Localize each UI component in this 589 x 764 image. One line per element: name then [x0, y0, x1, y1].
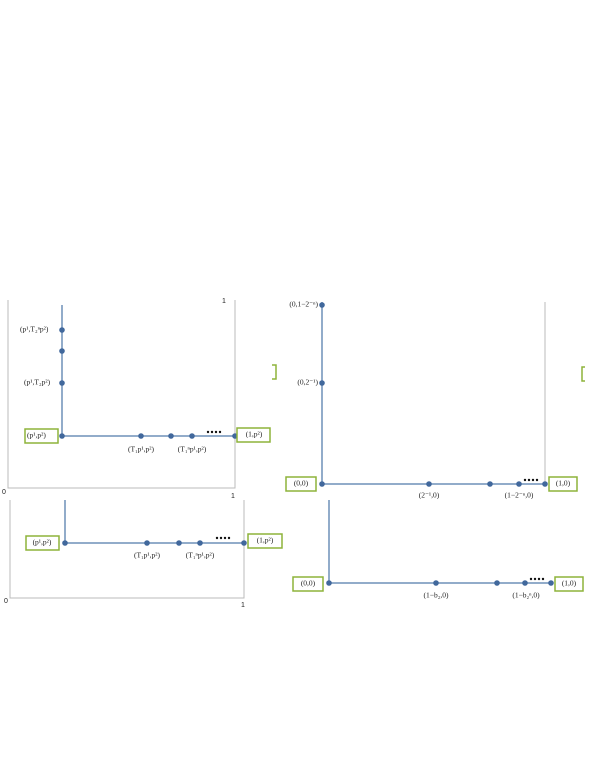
point-label: (1−b₂ⁿ,0)	[512, 591, 540, 600]
label-box	[285, 476, 317, 492]
point-label: (1,p²)	[246, 430, 263, 439]
point-label: (p¹,p²)	[33, 538, 52, 547]
panel-top-left: 1 0 1 (p¹,T₂ⁿp²) (p¹,T₂p²) (p¹,p²) (T₁p¹…	[2, 298, 271, 500]
dot	[516, 481, 522, 487]
dot	[426, 481, 432, 487]
path	[328, 500, 551, 584]
point-label: (1,p²)	[257, 536, 274, 545]
dot	[542, 481, 548, 487]
bracket	[272, 364, 585, 382]
path	[321, 302, 545, 485]
dot	[319, 380, 325, 386]
label-box	[554, 576, 584, 592]
frame	[9, 500, 245, 599]
point-label: (p¹,T₂ⁿp²)	[20, 325, 49, 334]
axis-label: 0	[2, 489, 6, 496]
point-label: (0,2⁻¹)	[297, 378, 318, 387]
dot	[494, 580, 500, 586]
label-box	[236, 427, 271, 443]
dot	[59, 348, 65, 354]
path	[64, 500, 244, 544]
dot	[144, 540, 150, 546]
dot	[241, 540, 247, 546]
path	[61, 305, 235, 437]
dot	[319, 481, 325, 487]
label-box	[548, 476, 578, 492]
panel-bottom-right: (0,0) (1−b₂,0) (1−b₂ⁿ,0) (1,0)	[292, 500, 584, 600]
frame	[7, 300, 236, 489]
dot	[59, 380, 65, 386]
ellipsis	[529, 577, 545, 581]
dot	[176, 540, 182, 546]
dot	[168, 433, 174, 439]
panel-top-right: (0,1−2⁻ⁿ) (0,2⁻¹) (0,0) (2⁻¹,0) (1−2⁻ⁿ,0…	[272, 300, 585, 500]
label-box	[292, 576, 324, 592]
point-label: (0,0)	[294, 479, 309, 488]
axis-label: 1	[241, 602, 245, 609]
ellipsis	[215, 536, 231, 540]
point-label: (p¹,T₂p²)	[24, 378, 51, 387]
point-label: (T₁ⁿp¹,p²)	[178, 445, 207, 454]
point-label: (T₁p¹,p²)	[128, 445, 155, 454]
dot	[59, 433, 65, 439]
panel-bottom-left: 0 1 (p¹,p²) (T₁p¹,p²) (T₁ⁿp¹,p²) (1,p²)	[4, 500, 283, 609]
point-label: (2⁻¹,0)	[419, 491, 440, 500]
label-box	[25, 535, 60, 551]
dot	[522, 580, 528, 586]
dot	[548, 580, 554, 586]
dot	[433, 580, 439, 586]
point-label: (0,0)	[301, 579, 316, 588]
point-label: (1−b₂,0)	[424, 591, 449, 600]
dot	[189, 433, 195, 439]
dot	[487, 481, 493, 487]
dot	[59, 327, 65, 333]
axis-label: 1	[222, 298, 226, 305]
point-label: (1−2⁻ⁿ,0)	[505, 491, 534, 500]
label-box	[247, 533, 283, 549]
ellipsis	[206, 430, 222, 434]
dot	[319, 302, 325, 308]
dot	[138, 433, 144, 439]
point-label: (0,1−2⁻ⁿ)	[289, 300, 318, 309]
dot	[197, 540, 203, 546]
label-box	[24, 428, 59, 444]
ellipsis	[523, 478, 539, 482]
point-label: (T₁ⁿp¹,p²)	[186, 551, 215, 560]
axis-label: 0	[4, 598, 8, 605]
dot	[326, 580, 332, 586]
axis-label: 1	[231, 493, 235, 500]
dot	[62, 540, 68, 546]
point-label: (1,0)	[562, 579, 577, 588]
point-label: (p¹,p²)	[27, 431, 46, 440]
point-label: (1,0)	[556, 479, 571, 488]
point-label: (T₁p¹,p²)	[134, 551, 161, 560]
